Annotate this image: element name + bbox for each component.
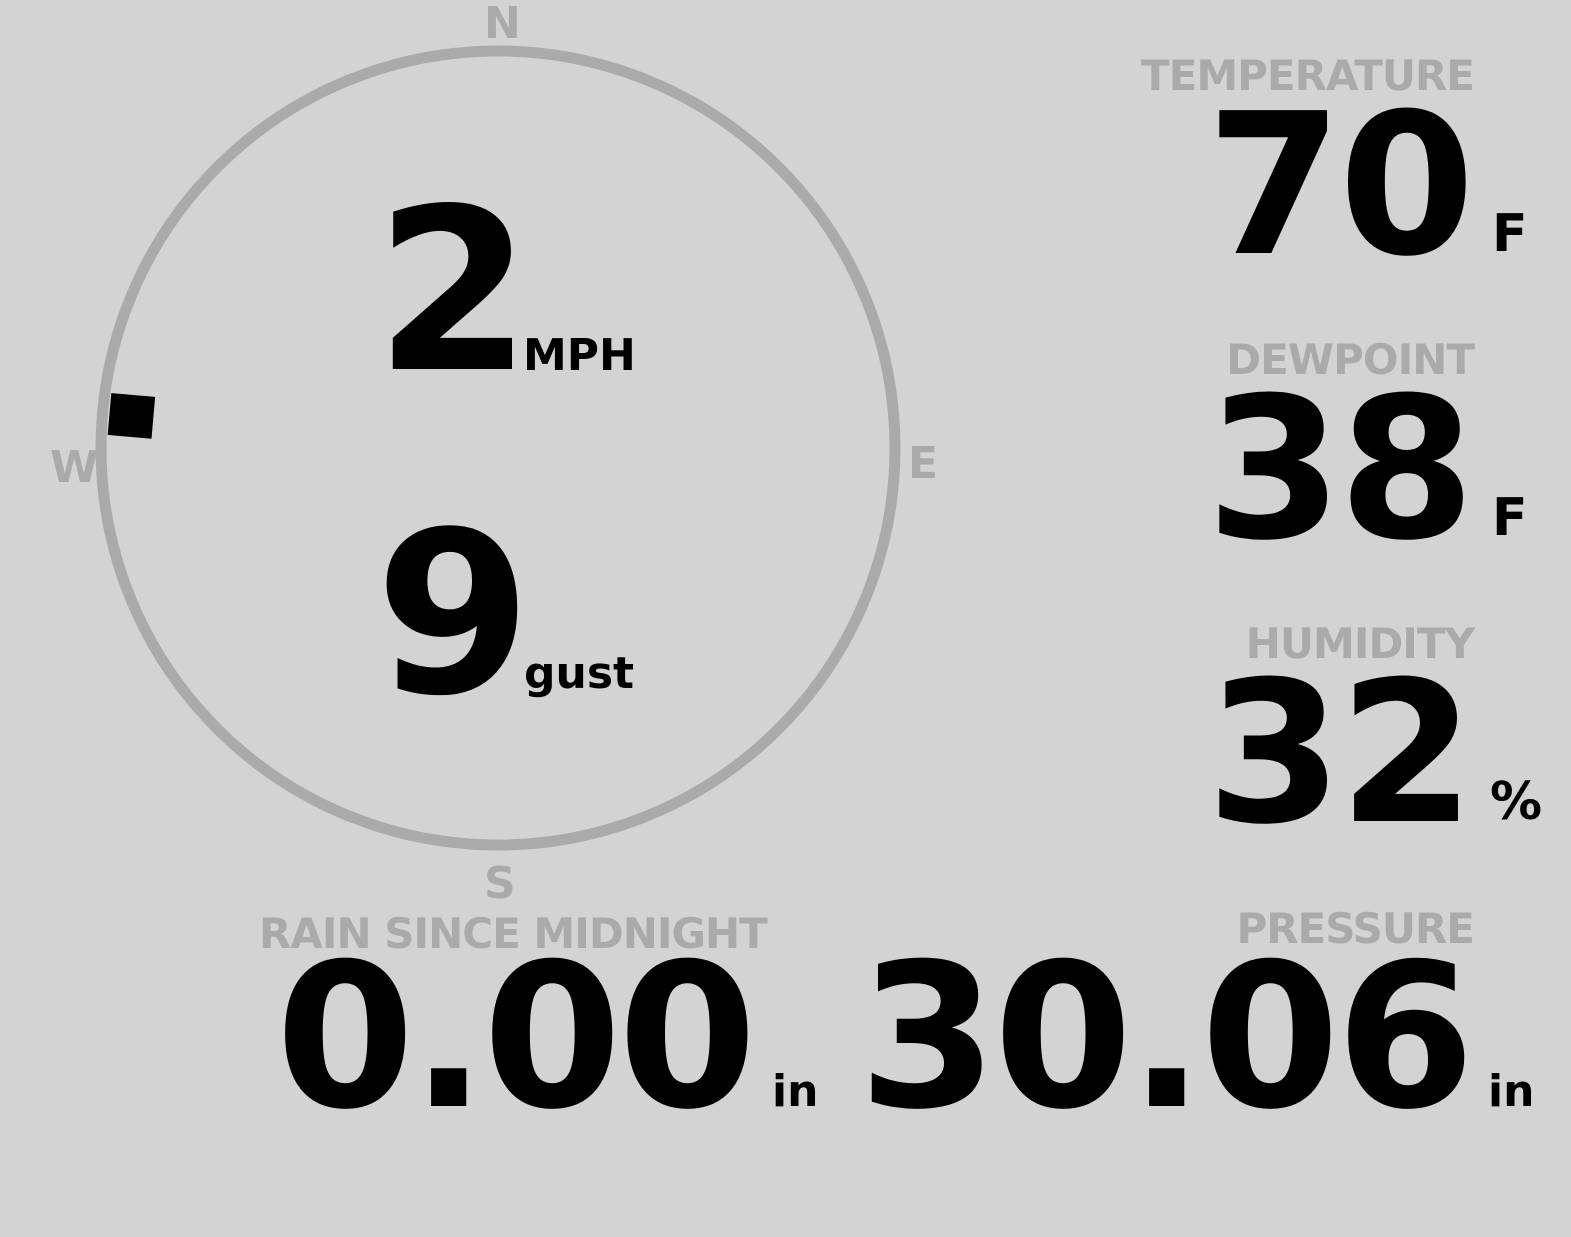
dewpoint-unit: F bbox=[1492, 488, 1528, 548]
rain-value: 0.00 bbox=[275, 921, 757, 1154]
rain-unit: in bbox=[772, 1066, 819, 1117]
temperature-value: 70 bbox=[1206, 72, 1475, 300]
dewpoint-label: DEWPOINT bbox=[1226, 335, 1475, 384]
compass-south: S bbox=[484, 858, 516, 909]
humidity-value: 32 bbox=[1206, 640, 1475, 868]
wind-gust-value: 9 bbox=[375, 484, 532, 746]
temperature-unit: F bbox=[1492, 204, 1528, 264]
compass-ring bbox=[95, 45, 901, 851]
pressure-value: 30.06 bbox=[858, 921, 1475, 1154]
temperature-label: TEMPERATURE bbox=[1141, 51, 1475, 100]
compass-west: W bbox=[50, 442, 99, 493]
compass-north: N bbox=[484, 0, 521, 49]
wind-direction-marker bbox=[107, 393, 156, 439]
pressure-label: PRESSURE bbox=[1236, 904, 1475, 953]
wind-gust-label: gust bbox=[524, 648, 635, 699]
wind-speed-value: 2 bbox=[375, 161, 532, 423]
dewpoint-value: 38 bbox=[1206, 356, 1475, 584]
compass-east: E bbox=[908, 438, 939, 489]
wind-speed-unit: MPH bbox=[523, 330, 636, 381]
humidity-label: HUMIDITY bbox=[1245, 619, 1475, 668]
humidity-unit: % bbox=[1490, 772, 1543, 832]
pressure-unit: in bbox=[1488, 1066, 1535, 1117]
rain-label: RAIN SINCE MIDNIGHT bbox=[259, 909, 768, 958]
